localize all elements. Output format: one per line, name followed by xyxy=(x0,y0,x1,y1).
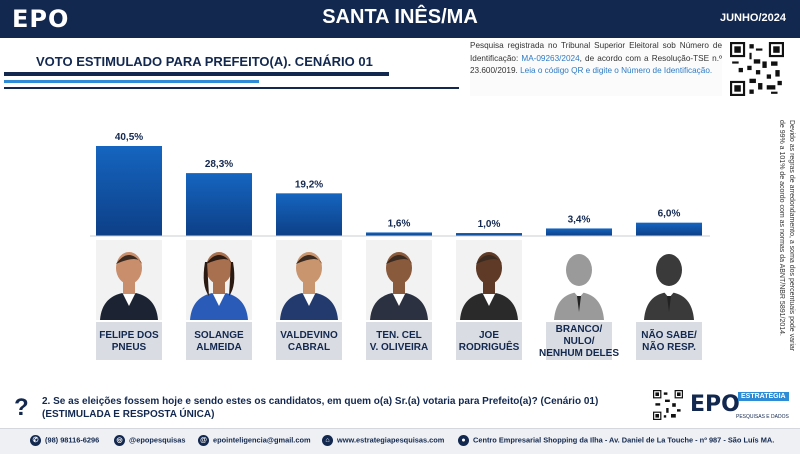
category-label: NÃO SABE/ xyxy=(641,328,697,341)
registration-instruction: Leia o código QR e digite o Número de Id… xyxy=(520,66,713,75)
footer-phone: ✆ (98) 98116-6296 xyxy=(30,435,99,446)
bar-value-label: 6,0% xyxy=(658,209,681,220)
decorative-line xyxy=(4,87,459,89)
chart-subtitle: VOTO ESTIMULADO PARA PREFEITO(A). CENÁRI… xyxy=(36,54,373,69)
rounding-note: Devido as regras de arredondamento, a so… xyxy=(778,120,795,352)
bar xyxy=(276,193,342,236)
category-label: NÃO RESP. xyxy=(642,340,696,353)
category-label: BRANCO/ xyxy=(556,324,603,335)
address-text: Centro Empresarial Shopping da Ilha - Av… xyxy=(473,435,775,445)
decorative-line xyxy=(4,80,259,83)
logo-tagline: PESQUISAS E DADOS xyxy=(736,414,789,420)
bar-value-label: 28,3% xyxy=(205,159,233,170)
category-label: NULO/ xyxy=(563,336,594,347)
email-icon: @ xyxy=(198,435,209,446)
qr-code-icon xyxy=(730,42,784,96)
decorative-line xyxy=(4,72,389,76)
registration-info: Pesquisa registrada no Tribunal Superior… xyxy=(470,40,722,96)
phone-text: (98) 98116-6296 xyxy=(45,435,100,445)
silhouette-icon xyxy=(546,240,612,320)
footer-email[interactable]: @ epointeligencia@gmail.com xyxy=(198,435,311,446)
bar xyxy=(366,232,432,236)
question-mark-icon: ? xyxy=(14,394,29,421)
web-icon: ⌂ xyxy=(322,435,333,446)
bar-value-label: 1,0% xyxy=(478,219,501,230)
silhouette-icon xyxy=(636,240,702,320)
email-text: epointeligencia@gmail.com xyxy=(213,435,311,445)
category-label: RODRIGUÊS xyxy=(459,340,520,353)
category-label: NENHUM DELES xyxy=(539,348,619,359)
question-type: (ESTIMULADA E RESPOSTA ÚNICA) xyxy=(42,409,215,420)
category-label-box xyxy=(636,322,702,360)
instagram-text: @epopesquisas xyxy=(129,435,186,445)
footer-address: ● Centro Empresarial Shopping da Ilha - A… xyxy=(458,435,774,446)
footer: ✆ (98) 98116-6296 ◎ @epopesquisas @ epointe… xyxy=(0,428,800,454)
candidate-photo xyxy=(276,240,342,320)
category-label-box xyxy=(366,322,432,360)
site-text: www.estrategiapesquisas.com xyxy=(337,435,445,445)
bar xyxy=(546,228,612,236)
registration-text: Pesquisa registrada no Tribunal Superior… xyxy=(470,41,722,63)
epo-logo: EPO xyxy=(12,5,70,33)
estrategia-label: ESTRATÉGIA xyxy=(738,392,789,401)
category-label: TEN. CEL xyxy=(376,330,422,341)
category-label-box xyxy=(276,322,342,360)
bar-value-label: 40,5% xyxy=(115,132,143,143)
bar-value-label: 1,6% xyxy=(388,218,411,229)
page-title: SANTA INÊS/MA xyxy=(322,6,478,28)
category-label-box xyxy=(96,322,162,360)
category-label: SOLANGE xyxy=(194,330,244,341)
category-label: ALMEIDA xyxy=(196,342,242,353)
qr-code-icon xyxy=(653,390,683,420)
category-label: V. OLIVEIRA xyxy=(370,342,429,353)
bar xyxy=(186,173,252,236)
question-text: 2. Se as eleições fossem hoje e sendo es… xyxy=(42,396,599,407)
category-label-box xyxy=(456,322,522,360)
instagram-icon: ◎ xyxy=(114,435,125,446)
footer-instagram[interactable]: ◎ @epopesquisas xyxy=(114,435,186,446)
category-label: JOE xyxy=(479,330,499,341)
category-label-box xyxy=(546,322,612,360)
category-label: PNEUS xyxy=(112,342,147,353)
bar-value-label: 3,4% xyxy=(568,214,591,225)
category-label: CABRAL xyxy=(288,342,330,353)
bar-value-label: 19,2% xyxy=(295,179,323,190)
bar xyxy=(636,222,702,236)
header-bar: EPO SANTA INÊS/MA JUNHO/2024 xyxy=(0,0,800,38)
survey-date: JUNHO/2024 xyxy=(719,12,786,24)
bar xyxy=(456,233,522,236)
registration-code: MA-09263/2024 xyxy=(521,53,580,63)
question-box: 2. Se as eleições fossem hoje e sendo es… xyxy=(38,394,648,422)
candidate-photo xyxy=(366,240,432,320)
bar xyxy=(96,146,162,236)
category-label-box xyxy=(186,322,252,360)
whatsapp-icon: ✆ xyxy=(30,435,41,446)
candidate-photo xyxy=(96,240,162,320)
category-label: VALDEVINO xyxy=(280,330,338,341)
epo-estrategia-logo: EPO xyxy=(690,392,740,417)
candidate-photo xyxy=(186,240,252,320)
location-icon: ● xyxy=(458,435,469,446)
footer-site[interactable]: ⌂ www.estrategiapesquisas.com xyxy=(322,435,444,446)
category-label: FELIPE DOS xyxy=(99,330,159,341)
candidate-photo xyxy=(456,240,522,320)
registration-text: , de acordo com a Resolução-TSE n.º 23.6… xyxy=(470,53,722,76)
